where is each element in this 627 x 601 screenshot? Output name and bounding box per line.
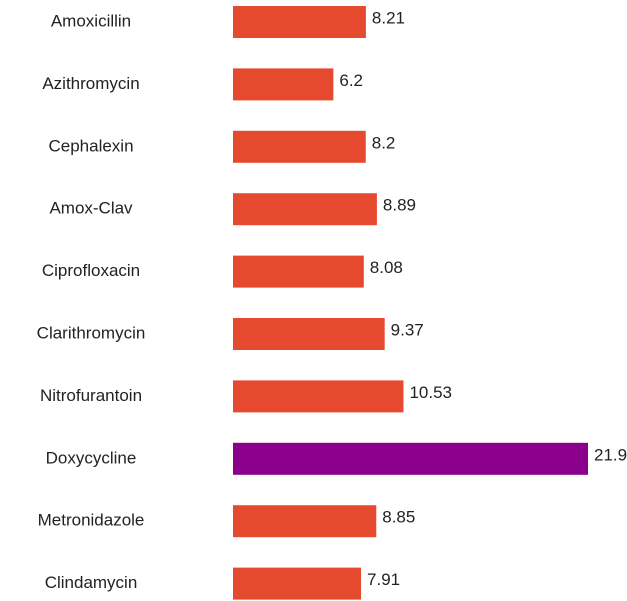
bar — [233, 380, 404, 413]
category-label: Cephalexin — [48, 136, 133, 155]
bar — [233, 505, 377, 538]
category-label: Amox-Clav — [49, 199, 133, 218]
bar — [233, 318, 385, 350]
bar — [233, 193, 377, 226]
category-label: Doxycycline — [46, 448, 137, 467]
value-label: 8.21 — [372, 8, 405, 27]
bar — [233, 130, 366, 163]
category-label: Clindamycin — [45, 573, 138, 592]
bar — [233, 255, 364, 288]
value-label: 21.93 — [594, 445, 627, 464]
value-label: 6.2 — [339, 71, 363, 90]
value-label: 8.85 — [382, 508, 415, 527]
value-label: 8.89 — [383, 196, 416, 215]
bar — [233, 567, 362, 600]
category-label: Ciprofloxacin — [42, 261, 140, 280]
category-label: Metronidazole — [38, 511, 145, 530]
bar — [233, 442, 588, 475]
value-label: 9.37 — [391, 320, 424, 339]
category-label: Clarithromycin — [37, 323, 146, 342]
value-label: 8.2 — [372, 133, 396, 152]
category-label: Azithromycin — [42, 74, 139, 93]
category-label: Nitrofurantoin — [40, 386, 142, 405]
bar — [233, 6, 366, 38]
category-label: Amoxicillin — [51, 11, 131, 30]
bar — [233, 68, 334, 101]
value-label: 10.53 — [409, 383, 452, 402]
value-label: 8.08 — [370, 258, 403, 277]
value-label: 7.91 — [367, 570, 400, 589]
